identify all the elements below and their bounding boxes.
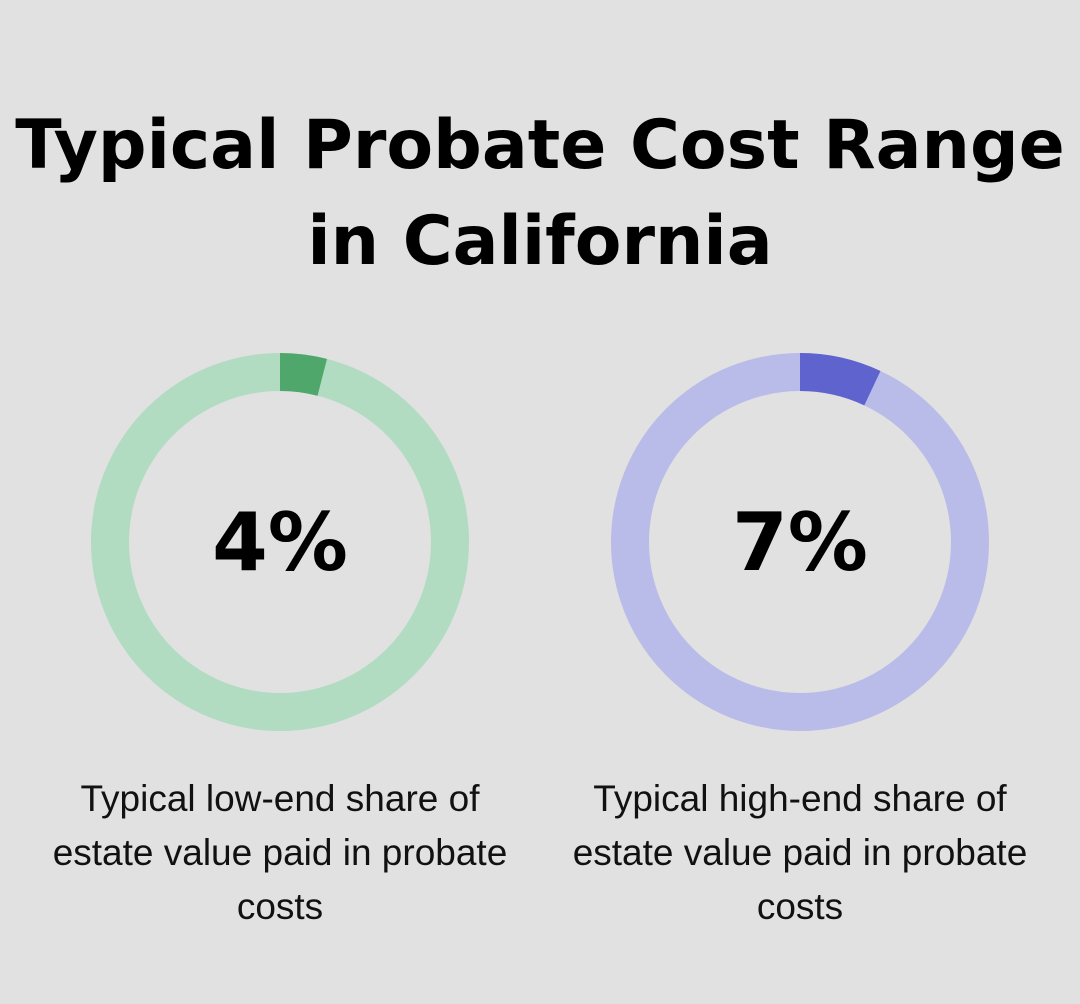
donut-ring-low: [91, 353, 469, 731]
page-title: Typical Probate Cost Range in California: [15, 106, 1065, 281]
donut-ring-high: [611, 353, 989, 731]
value-label-low: 4%: [212, 495, 348, 589]
value-label-high: 7%: [732, 495, 868, 589]
caption-high: Typical high-end share of estate value p…: [572, 778, 1028, 927]
caption-low: Typical low-end share of estate value pa…: [52, 778, 508, 927]
